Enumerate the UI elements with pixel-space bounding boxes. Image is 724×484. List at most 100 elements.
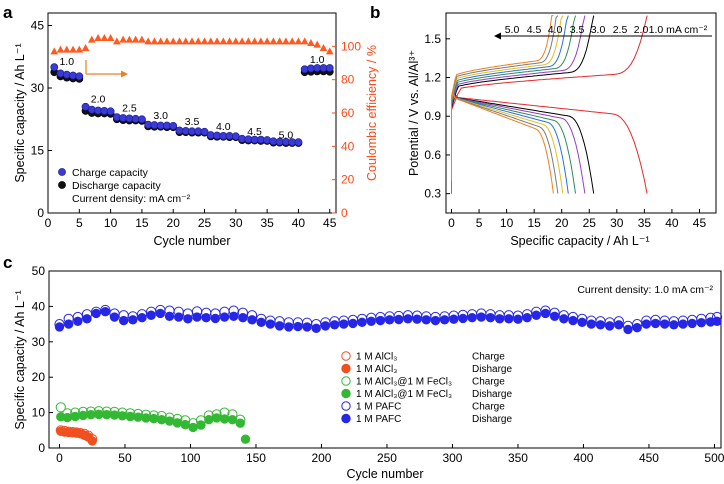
a-rate-label: 4.0 xyxy=(216,121,231,133)
c-discharge-point xyxy=(238,313,248,323)
ce-point xyxy=(288,37,296,45)
b-discharge-curve xyxy=(451,93,648,194)
a-rate-label: 5.0 xyxy=(279,129,294,141)
c-discharge-point xyxy=(696,317,707,328)
c-discharge-point xyxy=(63,319,74,329)
c-discharge-point xyxy=(173,312,184,322)
c-discharge-point xyxy=(366,316,376,326)
c-discharge-point xyxy=(164,311,175,322)
c-discharge-point xyxy=(522,313,532,323)
a-y2tick-label: 40 xyxy=(341,139,355,153)
panel-c-frame xyxy=(48,270,722,449)
c-discharge-point xyxy=(439,315,450,325)
b-charge-curve xyxy=(451,15,559,194)
charge-point xyxy=(325,64,334,72)
a-y2tick-label: 100 xyxy=(341,39,361,53)
c-discharge-point xyxy=(329,320,340,330)
c-discharge-point xyxy=(204,414,214,425)
panel-b-xlabel: Specific capacity / Ah L⁻¹ xyxy=(510,234,649,248)
c-discharge-point xyxy=(188,422,198,433)
c-discharge-point xyxy=(86,410,96,420)
c-discharge-point xyxy=(156,414,167,425)
charge-point xyxy=(200,127,209,136)
b-rate-header-label: 5.0 xyxy=(505,24,520,36)
charge-point xyxy=(75,72,84,81)
c-discharge-point xyxy=(94,409,104,420)
ce-point xyxy=(319,44,328,51)
b-xtick-label: 20 xyxy=(555,216,569,230)
b-rate-header-label: 2.0 xyxy=(634,24,649,36)
c-discharge-point xyxy=(101,410,112,420)
c-discharge-point xyxy=(623,324,633,335)
panel-a-marks xyxy=(50,34,334,147)
ce-point xyxy=(131,35,140,43)
ce-point xyxy=(238,37,246,45)
c-discharge-point xyxy=(467,313,477,323)
ce-point xyxy=(88,35,96,43)
b-rate-header-label: 4.5 xyxy=(527,24,542,36)
c-discharge-point xyxy=(669,320,679,330)
ce-point xyxy=(200,37,209,45)
ce-point xyxy=(194,37,203,45)
c-discharge-point xyxy=(82,314,92,324)
panel-b-arrow xyxy=(494,32,712,40)
legend-charge-marker xyxy=(58,168,66,176)
panel-c-legend: 1 M AlCl₃ Charge 1 M AlCl₃ Disharge 1 M AlCl… xyxy=(341,351,512,425)
c-legend-label: 1 M AlCl₃ xyxy=(356,364,397,375)
ce-point xyxy=(313,40,322,48)
c-discharge-point xyxy=(141,413,151,423)
c-discharge-point xyxy=(348,318,358,329)
ce-point xyxy=(232,37,240,45)
a-xtick-label: 5 xyxy=(76,216,83,230)
ce-point xyxy=(213,37,221,45)
c-discharge-point xyxy=(632,322,642,333)
c-xtick-label: 150 xyxy=(246,451,266,465)
a-y2tick-label: 80 xyxy=(341,73,355,87)
charge-point xyxy=(50,63,59,72)
panel-label-c: c xyxy=(3,253,12,272)
b-discharge-curve xyxy=(451,92,554,194)
ce-point xyxy=(169,37,178,45)
a-rate-label: 1.0 xyxy=(59,56,74,68)
b-discharge-curve xyxy=(451,92,595,194)
c-discharge-point xyxy=(196,420,206,430)
panel-c-xlabel: Cycle number xyxy=(346,467,423,481)
a-ytick-label: 15 xyxy=(31,144,45,158)
b-xtick-label: 5 xyxy=(476,216,483,230)
a-xtick-label: 0 xyxy=(45,216,52,230)
ce-point xyxy=(307,39,315,46)
c-legend-kind: Disharge xyxy=(472,364,512,375)
panel-label-a: a xyxy=(3,3,13,22)
panel-c-marks xyxy=(54,304,723,446)
panel-b-frame xyxy=(445,12,717,214)
c-xtick-label: 200 xyxy=(311,451,331,465)
ce-point xyxy=(244,37,253,45)
charge-point xyxy=(294,138,303,147)
panel-b-curves xyxy=(451,15,648,194)
ce-point xyxy=(75,45,84,53)
c-legend-kind: Charge xyxy=(472,377,505,388)
panel-c-note: Current density: 1.0 mA cm⁻² xyxy=(577,284,713,296)
ce-point xyxy=(206,37,215,45)
c-discharge-point xyxy=(559,314,569,324)
c-discharge-point xyxy=(687,318,697,329)
c-legend-label: 1 M AlCl₃ xyxy=(356,352,397,363)
c-discharge-point xyxy=(54,322,65,332)
panel-a-y2-ticks: 0 20 40 60 80 100 xyxy=(332,39,361,220)
c-legend-marker xyxy=(341,351,351,361)
b-ytick-label: 0.3 xyxy=(424,187,441,201)
c-discharge-point xyxy=(211,413,222,423)
c-xtick-label: 0 xyxy=(56,451,63,465)
c-ytick-label: 0 xyxy=(38,441,45,455)
b-charge-curve xyxy=(451,15,554,181)
a-xtick-label: 30 xyxy=(229,216,243,230)
c-discharge-point xyxy=(91,308,101,319)
ce-point xyxy=(62,45,71,53)
c-discharge-point xyxy=(118,315,129,326)
ce-point xyxy=(56,45,65,53)
c-discharge-point xyxy=(568,315,578,326)
c-xtick-label: 250 xyxy=(377,451,397,465)
c-discharge-point xyxy=(235,418,245,428)
a-y2tick-label: 0 xyxy=(341,206,348,220)
